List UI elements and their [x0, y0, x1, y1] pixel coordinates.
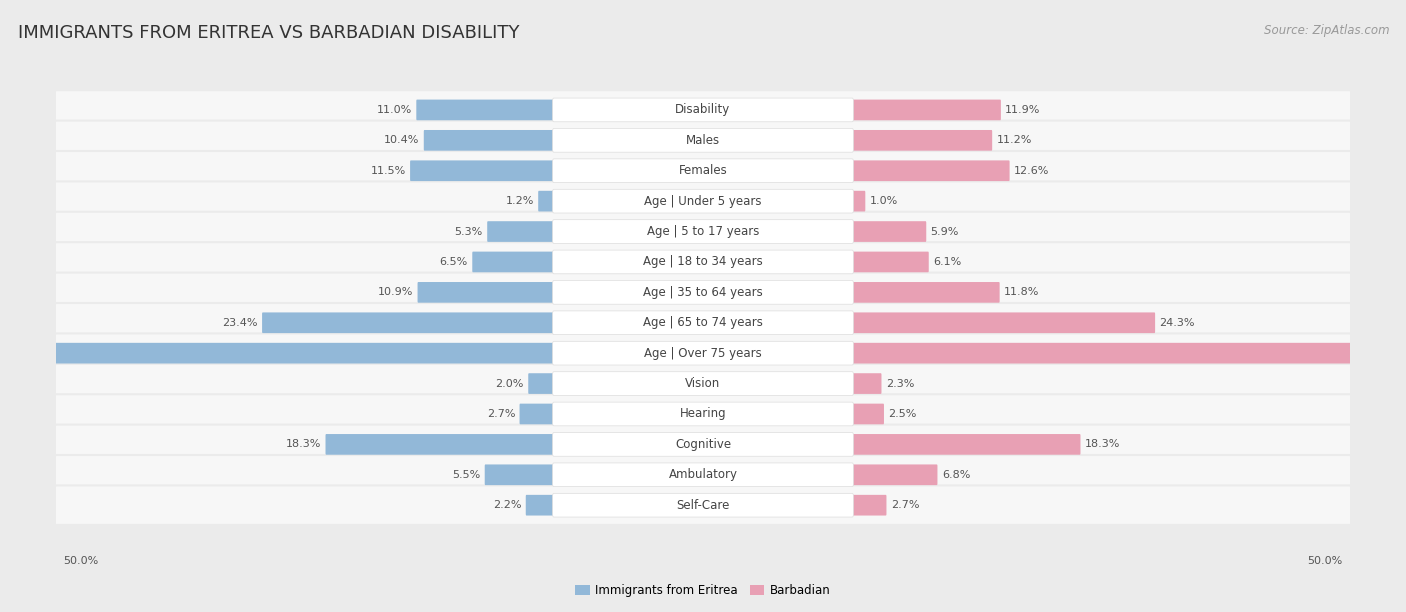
Text: Self-Care: Self-Care — [676, 499, 730, 512]
FancyBboxPatch shape — [852, 434, 1080, 455]
FancyBboxPatch shape — [852, 100, 1001, 121]
FancyBboxPatch shape — [529, 373, 554, 394]
FancyBboxPatch shape — [538, 191, 554, 212]
Text: 23.4%: 23.4% — [222, 318, 257, 328]
FancyBboxPatch shape — [553, 220, 853, 244]
Text: Hearing: Hearing — [679, 408, 727, 420]
Text: 2.2%: 2.2% — [494, 500, 522, 510]
Text: Age | Over 75 years: Age | Over 75 years — [644, 346, 762, 360]
FancyBboxPatch shape — [0, 343, 554, 364]
Text: 5.5%: 5.5% — [453, 470, 481, 480]
FancyBboxPatch shape — [553, 371, 853, 395]
Text: 10.4%: 10.4% — [384, 135, 419, 145]
Text: 24.3%: 24.3% — [1160, 318, 1195, 328]
FancyBboxPatch shape — [488, 221, 554, 242]
FancyBboxPatch shape — [553, 250, 853, 274]
FancyBboxPatch shape — [55, 364, 1351, 403]
Text: 6.1%: 6.1% — [934, 257, 962, 267]
Text: 1.0%: 1.0% — [870, 196, 898, 206]
Text: 2.7%: 2.7% — [486, 409, 515, 419]
Text: Age | 35 to 64 years: Age | 35 to 64 years — [643, 286, 763, 299]
FancyBboxPatch shape — [553, 129, 853, 152]
FancyBboxPatch shape — [852, 191, 865, 212]
Text: 5.3%: 5.3% — [454, 226, 482, 237]
FancyBboxPatch shape — [553, 98, 853, 122]
Text: 11.5%: 11.5% — [371, 166, 406, 176]
Text: 11.9%: 11.9% — [1005, 105, 1040, 115]
Text: 5.9%: 5.9% — [931, 226, 959, 237]
FancyBboxPatch shape — [55, 212, 1351, 252]
FancyBboxPatch shape — [553, 341, 853, 365]
FancyBboxPatch shape — [553, 493, 853, 517]
FancyBboxPatch shape — [852, 465, 938, 485]
FancyBboxPatch shape — [852, 495, 886, 515]
Text: 1.2%: 1.2% — [506, 196, 534, 206]
FancyBboxPatch shape — [55, 485, 1351, 525]
Text: 10.9%: 10.9% — [378, 288, 413, 297]
Text: IMMIGRANTS FROM ERITREA VS BARBADIAN DISABILITY: IMMIGRANTS FROM ERITREA VS BARBADIAN DIS… — [18, 24, 520, 42]
FancyBboxPatch shape — [55, 242, 1351, 282]
Text: 6.5%: 6.5% — [440, 257, 468, 267]
Text: 11.2%: 11.2% — [997, 135, 1032, 145]
Text: Females: Females — [679, 164, 727, 177]
Text: 6.8%: 6.8% — [942, 470, 970, 480]
Legend: Immigrants from Eritrea, Barbadian: Immigrants from Eritrea, Barbadian — [571, 580, 835, 602]
FancyBboxPatch shape — [55, 272, 1351, 312]
Text: Vision: Vision — [685, 377, 721, 390]
FancyBboxPatch shape — [852, 221, 927, 242]
Text: Age | 65 to 74 years: Age | 65 to 74 years — [643, 316, 763, 329]
FancyBboxPatch shape — [520, 404, 554, 424]
FancyBboxPatch shape — [55, 151, 1351, 190]
FancyBboxPatch shape — [852, 373, 882, 394]
FancyBboxPatch shape — [553, 402, 853, 426]
FancyBboxPatch shape — [55, 303, 1351, 343]
FancyBboxPatch shape — [553, 463, 853, 487]
Text: Cognitive: Cognitive — [675, 438, 731, 451]
FancyBboxPatch shape — [553, 159, 853, 182]
FancyBboxPatch shape — [526, 495, 554, 515]
FancyBboxPatch shape — [553, 311, 853, 335]
FancyBboxPatch shape — [423, 130, 554, 151]
FancyBboxPatch shape — [852, 343, 1406, 364]
FancyBboxPatch shape — [472, 252, 554, 272]
Text: Age | 18 to 34 years: Age | 18 to 34 years — [643, 255, 763, 269]
Text: Age | Under 5 years: Age | Under 5 years — [644, 195, 762, 207]
Text: Source: ZipAtlas.com: Source: ZipAtlas.com — [1264, 24, 1389, 37]
Text: 18.3%: 18.3% — [1085, 439, 1121, 449]
FancyBboxPatch shape — [55, 121, 1351, 160]
FancyBboxPatch shape — [852, 252, 929, 272]
FancyBboxPatch shape — [553, 189, 853, 213]
Text: Disability: Disability — [675, 103, 731, 116]
FancyBboxPatch shape — [485, 465, 554, 485]
FancyBboxPatch shape — [852, 160, 1010, 181]
FancyBboxPatch shape — [55, 455, 1351, 494]
Text: 18.3%: 18.3% — [285, 439, 321, 449]
FancyBboxPatch shape — [262, 312, 554, 333]
FancyBboxPatch shape — [326, 434, 554, 455]
Text: 2.5%: 2.5% — [889, 409, 917, 419]
Text: Ambulatory: Ambulatory — [668, 468, 738, 481]
Text: 12.6%: 12.6% — [1014, 166, 1049, 176]
Text: 11.8%: 11.8% — [1004, 288, 1039, 297]
FancyBboxPatch shape — [418, 282, 554, 303]
FancyBboxPatch shape — [55, 425, 1351, 464]
FancyBboxPatch shape — [55, 394, 1351, 434]
FancyBboxPatch shape — [553, 433, 853, 456]
FancyBboxPatch shape — [55, 181, 1351, 221]
FancyBboxPatch shape — [553, 280, 853, 304]
FancyBboxPatch shape — [852, 404, 884, 424]
Text: 2.7%: 2.7% — [891, 500, 920, 510]
FancyBboxPatch shape — [852, 312, 1156, 333]
Text: Age | 5 to 17 years: Age | 5 to 17 years — [647, 225, 759, 238]
Text: 2.0%: 2.0% — [495, 379, 524, 389]
FancyBboxPatch shape — [55, 90, 1351, 130]
FancyBboxPatch shape — [852, 282, 1000, 303]
Text: 11.0%: 11.0% — [377, 105, 412, 115]
FancyBboxPatch shape — [416, 100, 554, 121]
Text: 2.3%: 2.3% — [886, 379, 914, 389]
FancyBboxPatch shape — [411, 160, 554, 181]
FancyBboxPatch shape — [852, 130, 993, 151]
FancyBboxPatch shape — [55, 334, 1351, 373]
Text: Males: Males — [686, 134, 720, 147]
